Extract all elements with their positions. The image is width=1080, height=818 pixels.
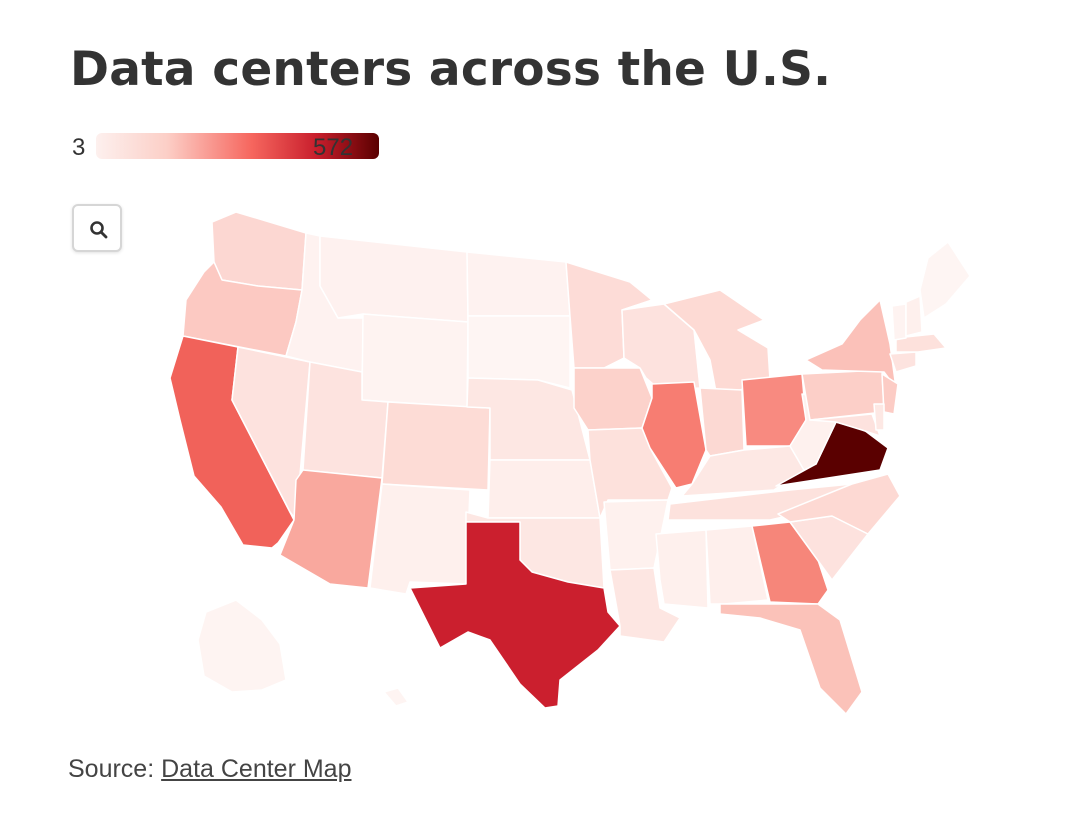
state-ma[interactable] xyxy=(895,333,947,353)
state-wa[interactable] xyxy=(211,211,307,291)
state-tx[interactable] xyxy=(409,521,621,709)
state-wy[interactable] xyxy=(361,313,469,408)
state-ia[interactable] xyxy=(573,367,653,431)
source-link[interactable]: Data Center Map xyxy=(161,755,352,783)
state-pa[interactable] xyxy=(801,369,885,421)
source-prefix: Source: xyxy=(68,755,155,783)
state-ak[interactable] xyxy=(197,599,287,693)
state-nm[interactable] xyxy=(369,483,471,595)
state-nh[interactable] xyxy=(905,295,923,337)
state-il[interactable] xyxy=(641,381,707,489)
legend-gradient-bar xyxy=(96,133,379,159)
state-nd[interactable] xyxy=(466,251,571,317)
state-al[interactable] xyxy=(705,525,769,605)
zoom-search-button[interactable] xyxy=(72,204,122,252)
state-nc[interactable] xyxy=(777,473,901,535)
state-ks[interactable] xyxy=(487,459,601,519)
state-me[interactable] xyxy=(919,241,971,319)
state-la[interactable] xyxy=(609,567,681,643)
page-title: Data centers across the U.S. xyxy=(70,42,832,97)
state-co[interactable] xyxy=(381,401,491,491)
legend-max-label: 572 xyxy=(313,134,354,161)
state-ny[interactable] xyxy=(805,299,897,389)
state-mt[interactable] xyxy=(319,235,469,323)
legend-min-label: 3 xyxy=(72,134,86,161)
state-sd[interactable] xyxy=(467,315,571,389)
state-md[interactable] xyxy=(809,413,881,437)
source-note: Source: Data Center Map xyxy=(68,755,352,784)
search-icon xyxy=(90,221,108,239)
state-vt[interactable] xyxy=(891,303,907,341)
state-nj[interactable] xyxy=(881,373,899,415)
state-de[interactable] xyxy=(873,403,885,431)
state-az[interactable] xyxy=(279,469,383,589)
state-fl[interactable] xyxy=(719,603,863,715)
state-ms[interactable] xyxy=(655,529,709,609)
state-in[interactable] xyxy=(699,387,745,457)
state-hi[interactable] xyxy=(383,687,409,707)
